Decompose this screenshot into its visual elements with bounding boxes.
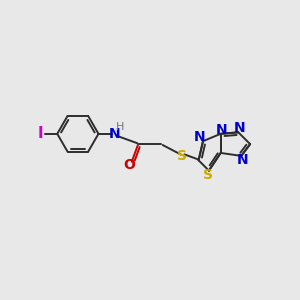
Text: N: N bbox=[237, 153, 249, 167]
Text: I: I bbox=[38, 126, 43, 141]
Text: S: S bbox=[203, 168, 213, 182]
Text: N: N bbox=[234, 121, 245, 135]
Text: O: O bbox=[124, 158, 135, 172]
Text: H: H bbox=[116, 122, 124, 132]
Text: N: N bbox=[215, 123, 227, 137]
Text: N: N bbox=[194, 130, 205, 144]
Text: N: N bbox=[109, 127, 121, 141]
Text: S: S bbox=[177, 149, 188, 163]
